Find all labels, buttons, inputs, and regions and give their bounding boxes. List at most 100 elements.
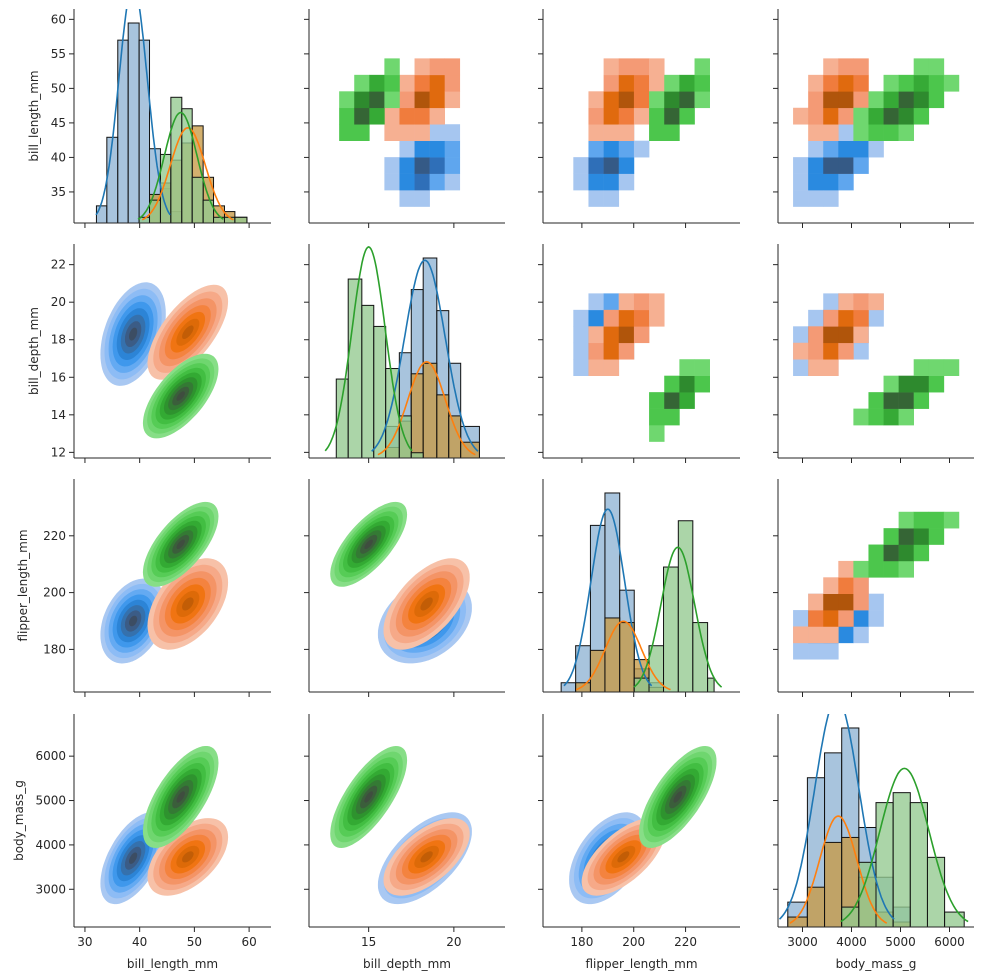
kde-line <box>371 259 479 452</box>
hist2d-cell <box>603 173 620 191</box>
kde-contour <box>182 597 194 611</box>
hist2d-cell <box>913 91 930 109</box>
hist2d-cell <box>429 74 445 92</box>
hist2d-cell <box>838 593 854 611</box>
hist2d-cell <box>913 107 930 125</box>
hist2d-cell <box>823 626 839 644</box>
hist2d-cell <box>414 157 430 174</box>
histogram-bar <box>95 205 108 223</box>
hist2d-cell <box>898 528 914 545</box>
hist2d-cell <box>823 173 839 191</box>
kde-line <box>137 111 224 220</box>
panel-bill_length_mm-vs-body_mass_g <box>773 9 974 228</box>
hist2d-cell <box>913 544 930 562</box>
hist2d-cell <box>823 190 839 207</box>
hist2d-cell <box>808 74 824 92</box>
hist2d-cell <box>793 359 809 376</box>
hist2d-cell <box>868 140 884 158</box>
hist2d-cell <box>429 107 445 125</box>
panel-bill_depth_mm-vs-bill_length_mm: 12 14 16 18 20 22 <box>51 244 271 463</box>
histogram-bars <box>560 492 715 692</box>
hist2d-cell <box>573 342 589 360</box>
hist2d-cell <box>633 293 650 311</box>
histogram-bar <box>361 304 375 458</box>
hist2d-cell <box>354 124 370 141</box>
kde-line <box>789 815 888 924</box>
hist2d-cell <box>429 124 445 141</box>
hist2d-cell <box>808 157 824 174</box>
hist2d-cell <box>399 91 415 109</box>
hist2d-cell <box>679 375 695 393</box>
hist2d-cell <box>603 359 620 376</box>
hist2d-cell <box>588 157 604 174</box>
hist2d-cell <box>853 342 869 360</box>
hist2d-cell <box>588 326 604 344</box>
histogram-bar <box>944 911 965 927</box>
hist2d-cell <box>808 173 824 191</box>
hist2d-cell <box>444 124 461 141</box>
y-tick-label: 12 <box>51 445 66 459</box>
hist2d-cell <box>588 342 604 360</box>
hist2d-cell <box>913 511 930 529</box>
hist2d-cell <box>399 74 415 92</box>
hist2d-cell <box>913 58 930 76</box>
hist2d-cell <box>943 74 960 92</box>
hist2d-cell <box>603 74 620 92</box>
hist2d-cell <box>694 359 710 376</box>
hist2d-cell <box>399 140 415 158</box>
hist2d-cell <box>898 544 914 562</box>
hist2d-cell <box>868 593 884 611</box>
hist2d-cell <box>823 642 839 660</box>
hist2d-cell <box>928 359 945 376</box>
histogram-bar <box>677 520 694 692</box>
histogram-bar <box>875 802 894 927</box>
x-tick-label: 20 <box>446 935 461 949</box>
hist2d-cell <box>573 157 589 174</box>
kde-line <box>377 360 476 456</box>
hist2d-cell <box>868 560 884 578</box>
hist2d-cell <box>649 58 665 76</box>
hist2d-cell <box>429 140 445 158</box>
hist2d-cell <box>649 293 665 311</box>
histogram-bar <box>181 108 193 223</box>
hist2d-cell <box>618 58 635 76</box>
hist2d-cell <box>429 58 445 76</box>
hist2d-cell <box>808 124 824 141</box>
x-tick-label: 180 <box>570 935 593 949</box>
hist2d-cell <box>618 91 635 109</box>
hist2d-cell <box>853 326 869 344</box>
hist2d-cell <box>913 74 930 92</box>
hist2d-cells <box>339 58 461 207</box>
hist2d-cell <box>588 293 604 311</box>
hist2d-cell <box>429 157 445 174</box>
hist2d-cell <box>414 74 430 92</box>
panel-flipper_length_mm-vs-body_mass_g <box>773 479 974 697</box>
y-tick-label: 45 <box>51 116 66 130</box>
hist2d-cell <box>943 511 960 529</box>
hist2d-cell <box>868 610 884 627</box>
hist2d-cell <box>913 392 930 409</box>
y-tick-label: 3000 <box>35 882 66 896</box>
histogram-bar <box>841 906 860 927</box>
hist2d-cell <box>384 91 400 109</box>
hist2d-cell <box>354 91 370 109</box>
y-tick-label: 5000 <box>35 794 66 808</box>
hist2d-cell <box>838 560 854 578</box>
hist2d-cell <box>928 511 945 529</box>
hist2d-cell <box>618 293 635 311</box>
hist2d-cell <box>369 107 385 125</box>
hist2d-cell <box>853 626 869 644</box>
hist2d-cell <box>369 74 385 92</box>
hist2d-cell <box>853 309 869 327</box>
hist2d-cell <box>384 107 400 125</box>
kde-line <box>95 9 171 216</box>
x-tick-label: 60 <box>241 935 256 949</box>
hist2d-cell <box>633 326 650 344</box>
hist2d-cell <box>853 293 869 311</box>
histogram-bar <box>422 362 438 458</box>
histogram-bar <box>663 566 679 692</box>
hist2d-cell <box>898 375 914 393</box>
y-tick-label: 14 <box>51 408 66 422</box>
y-tick-label: 40 <box>51 150 66 164</box>
hist2d-cell <box>853 560 869 578</box>
